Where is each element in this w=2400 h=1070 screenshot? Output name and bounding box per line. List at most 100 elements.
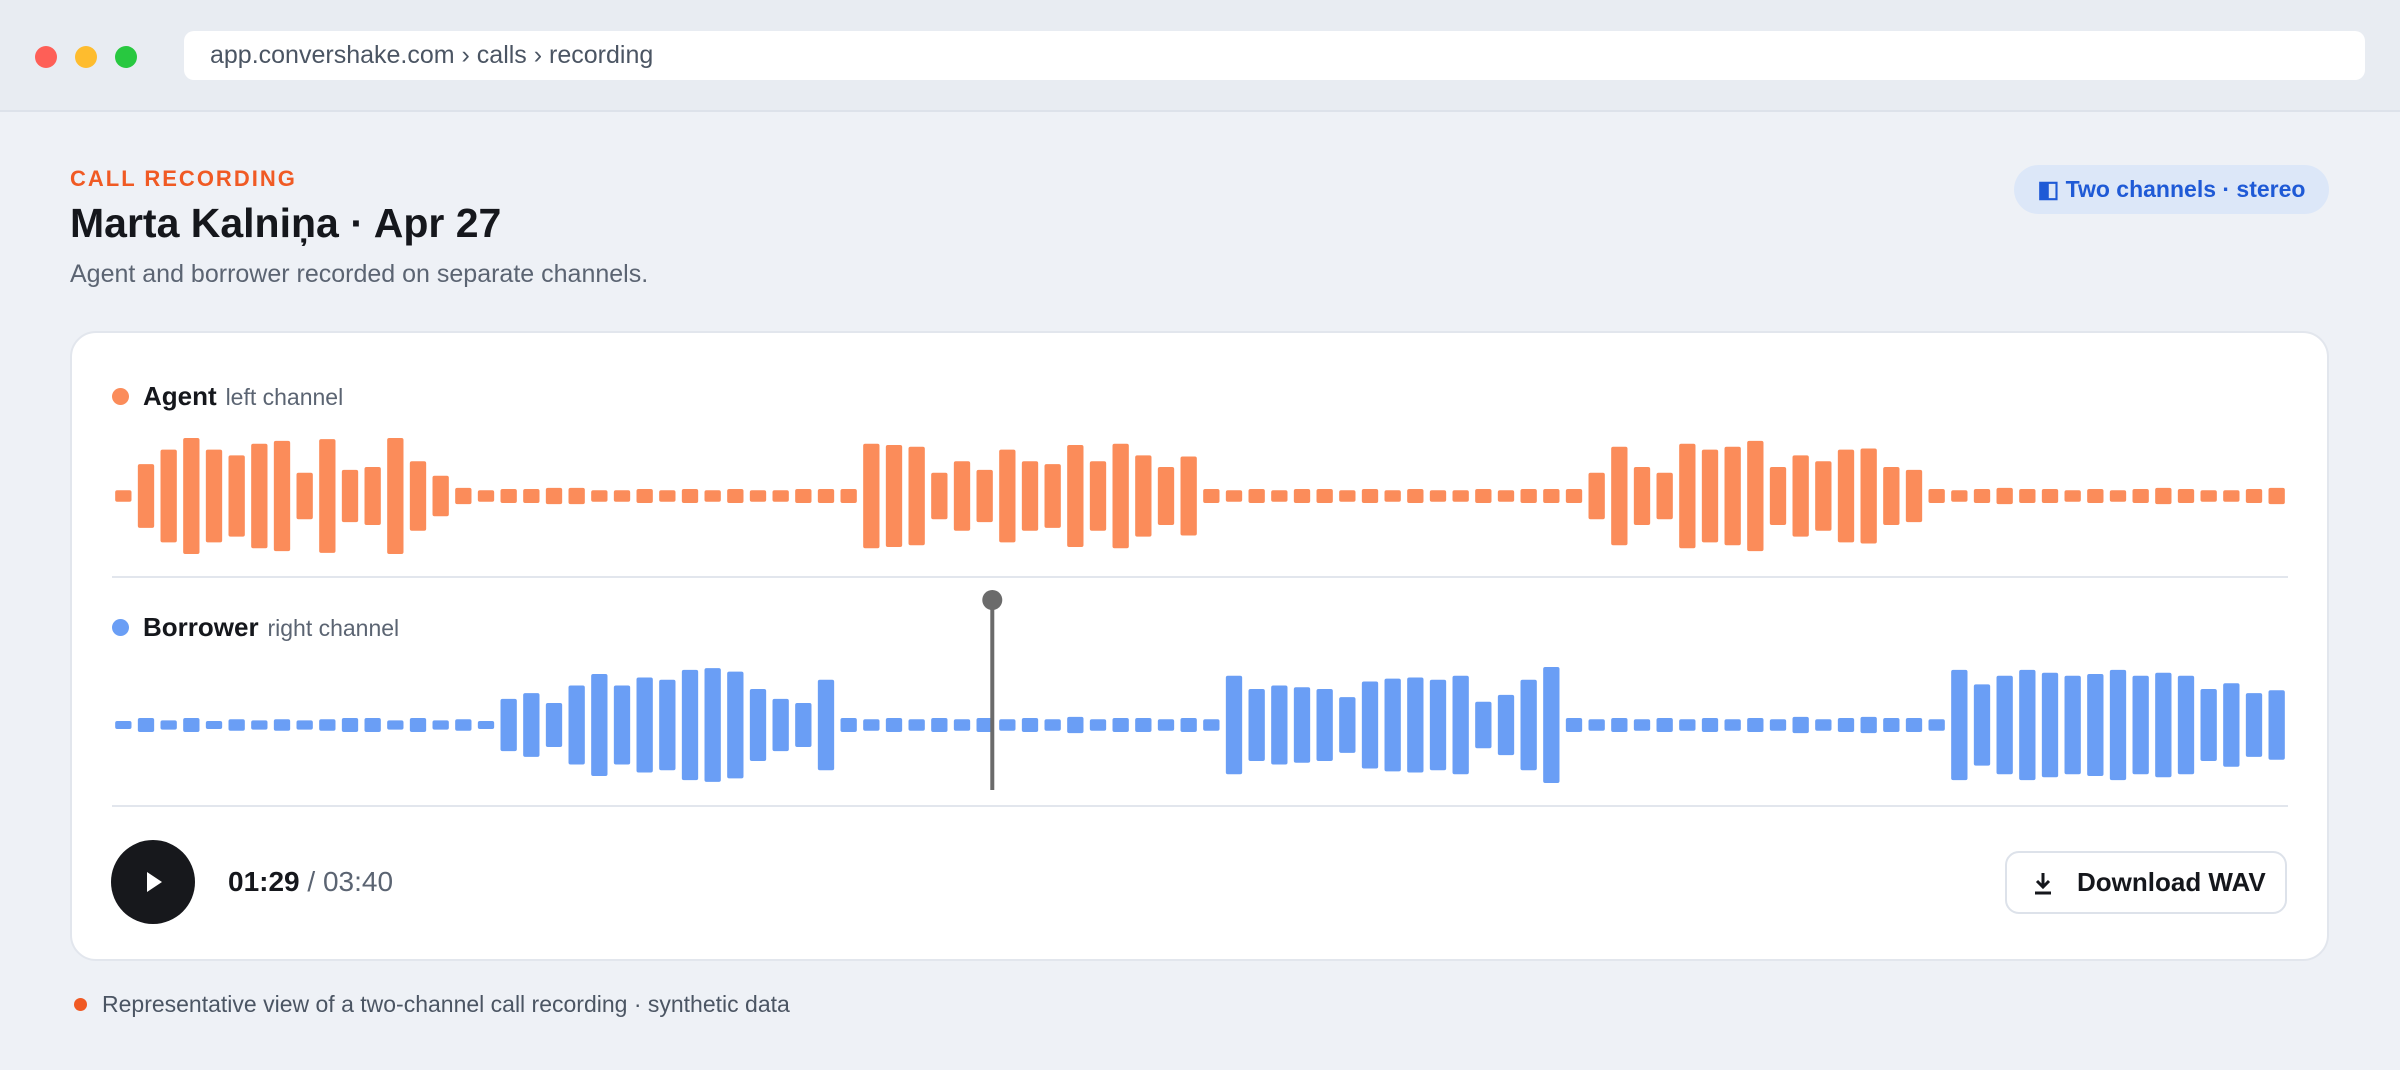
waveform-bar bbox=[1951, 490, 1968, 502]
waveform-bar bbox=[1112, 718, 1129, 732]
waveform-bar bbox=[2155, 487, 2172, 505]
waveform-bar bbox=[1520, 679, 1537, 771]
waveform-bar bbox=[2019, 669, 2036, 781]
waveform-bar bbox=[681, 489, 699, 503]
waveform-bar bbox=[568, 487, 585, 505]
waveform-bar bbox=[1044, 719, 1061, 731]
time-separator: / bbox=[307, 866, 316, 897]
waveform-bar bbox=[477, 721, 495, 729]
waveform-bar bbox=[1565, 489, 1583, 503]
waveform-bar bbox=[1497, 694, 1515, 756]
waveform-bar bbox=[137, 464, 155, 528]
waveform-bar bbox=[2200, 490, 2217, 502]
waveform-bar bbox=[409, 461, 427, 531]
waveform-bar bbox=[1679, 719, 1696, 731]
time-display: 01:29 / 03:40 bbox=[228, 866, 393, 898]
waveform-bar bbox=[1384, 490, 1401, 502]
waveform-bar bbox=[2245, 489, 2263, 503]
waveform-bar bbox=[1588, 472, 1605, 520]
waveform-bar bbox=[1543, 667, 1560, 783]
waveform-bar bbox=[1724, 719, 1741, 731]
download-button[interactable]: Download WAV bbox=[2005, 851, 2287, 914]
waveform-bar bbox=[1747, 440, 1764, 552]
close-button[interactable] bbox=[35, 46, 57, 68]
waveform-bar bbox=[863, 719, 880, 731]
waveform-bar bbox=[840, 489, 857, 503]
channel-label: Borrower right channel bbox=[112, 612, 399, 643]
footer-dot bbox=[74, 998, 87, 1011]
waveform-bar bbox=[1225, 490, 1243, 502]
waveform-bar bbox=[1611, 446, 1628, 546]
waveform-bar bbox=[545, 487, 563, 505]
waveform-bar bbox=[1905, 469, 1923, 523]
waveform-bar bbox=[1951, 669, 1968, 781]
total-time: 03:40 bbox=[322, 866, 394, 897]
waveform-bar bbox=[364, 467, 381, 525]
waveform-bar bbox=[2223, 490, 2240, 502]
waveform-bar bbox=[273, 719, 291, 731]
waveform-bar bbox=[1180, 456, 1197, 536]
waveform-bar bbox=[1497, 490, 1515, 502]
waveform-bar bbox=[1701, 718, 1719, 732]
waveform-bar bbox=[1384, 678, 1401, 772]
waveform-bar bbox=[1203, 719, 1220, 731]
waveform-bar bbox=[432, 720, 449, 730]
waveform-bar bbox=[840, 718, 857, 732]
waveform-bar bbox=[115, 490, 132, 502]
waveform-bar bbox=[2268, 690, 2285, 760]
waveform-bar bbox=[1248, 489, 1265, 503]
waveform-bar bbox=[387, 438, 404, 554]
waveform-bar bbox=[1611, 718, 1628, 732]
waveform-bar bbox=[1996, 487, 2013, 505]
waveform-bar bbox=[1089, 719, 1107, 731]
waveform-bar bbox=[772, 490, 789, 502]
waveform-bar bbox=[1429, 490, 1447, 502]
waveform-bar bbox=[885, 718, 903, 732]
minimize-button[interactable] bbox=[75, 46, 97, 68]
waveform-bar bbox=[1905, 718, 1923, 732]
maximize-button[interactable] bbox=[115, 46, 137, 68]
waveform-bar bbox=[1769, 719, 1787, 731]
waveform-bar bbox=[2200, 689, 2217, 761]
address-bar[interactable]: app.convershake.com › calls › recording bbox=[184, 31, 2365, 80]
channel-sub: left channel bbox=[225, 384, 344, 410]
channel-name: Borrower bbox=[143, 612, 259, 642]
waveform-bar bbox=[1996, 675, 2013, 775]
waveform-bar bbox=[1837, 449, 1855, 543]
waveform-bar bbox=[953, 461, 971, 531]
waveform-bar bbox=[931, 472, 948, 520]
waveform-bar bbox=[251, 443, 268, 549]
waveform-bar bbox=[1339, 697, 1356, 753]
waveform-bar bbox=[908, 446, 925, 546]
waveform-bar bbox=[704, 490, 721, 502]
waveform-bar bbox=[704, 668, 721, 782]
waveform-bar bbox=[1452, 490, 1469, 502]
waveform-bar bbox=[1180, 718, 1197, 732]
waveform-bar bbox=[251, 720, 268, 730]
waveform-bar bbox=[568, 685, 585, 765]
waveform-bar bbox=[885, 444, 903, 548]
waveform-bar bbox=[772, 698, 789, 752]
waveform-bar bbox=[1973, 489, 1991, 503]
waveform-bar bbox=[1429, 679, 1447, 771]
waveform-bar bbox=[228, 719, 245, 731]
playhead[interactable] bbox=[982, 590, 1003, 790]
waveform-bar bbox=[976, 718, 993, 732]
waveform-bar bbox=[2109, 490, 2127, 502]
waveform-bar bbox=[2177, 675, 2195, 775]
waveform-bar bbox=[931, 718, 948, 732]
waveform-bar bbox=[2019, 489, 2036, 503]
waveform-bar bbox=[976, 469, 993, 523]
waveform-bar bbox=[659, 490, 676, 502]
waveform-bar bbox=[1928, 719, 1945, 731]
waveform-bar bbox=[1633, 467, 1651, 525]
channel-dot bbox=[112, 388, 129, 405]
waveform-bar bbox=[523, 693, 540, 757]
play-button[interactable] bbox=[111, 840, 195, 924]
waveform-bar bbox=[636, 489, 653, 503]
eyebrow: CALL RECORDING bbox=[70, 166, 297, 191]
waveform-bar bbox=[795, 702, 812, 748]
waveform-bar bbox=[613, 685, 631, 765]
waveform-bar bbox=[727, 671, 744, 779]
waveform-bar bbox=[319, 719, 336, 731]
